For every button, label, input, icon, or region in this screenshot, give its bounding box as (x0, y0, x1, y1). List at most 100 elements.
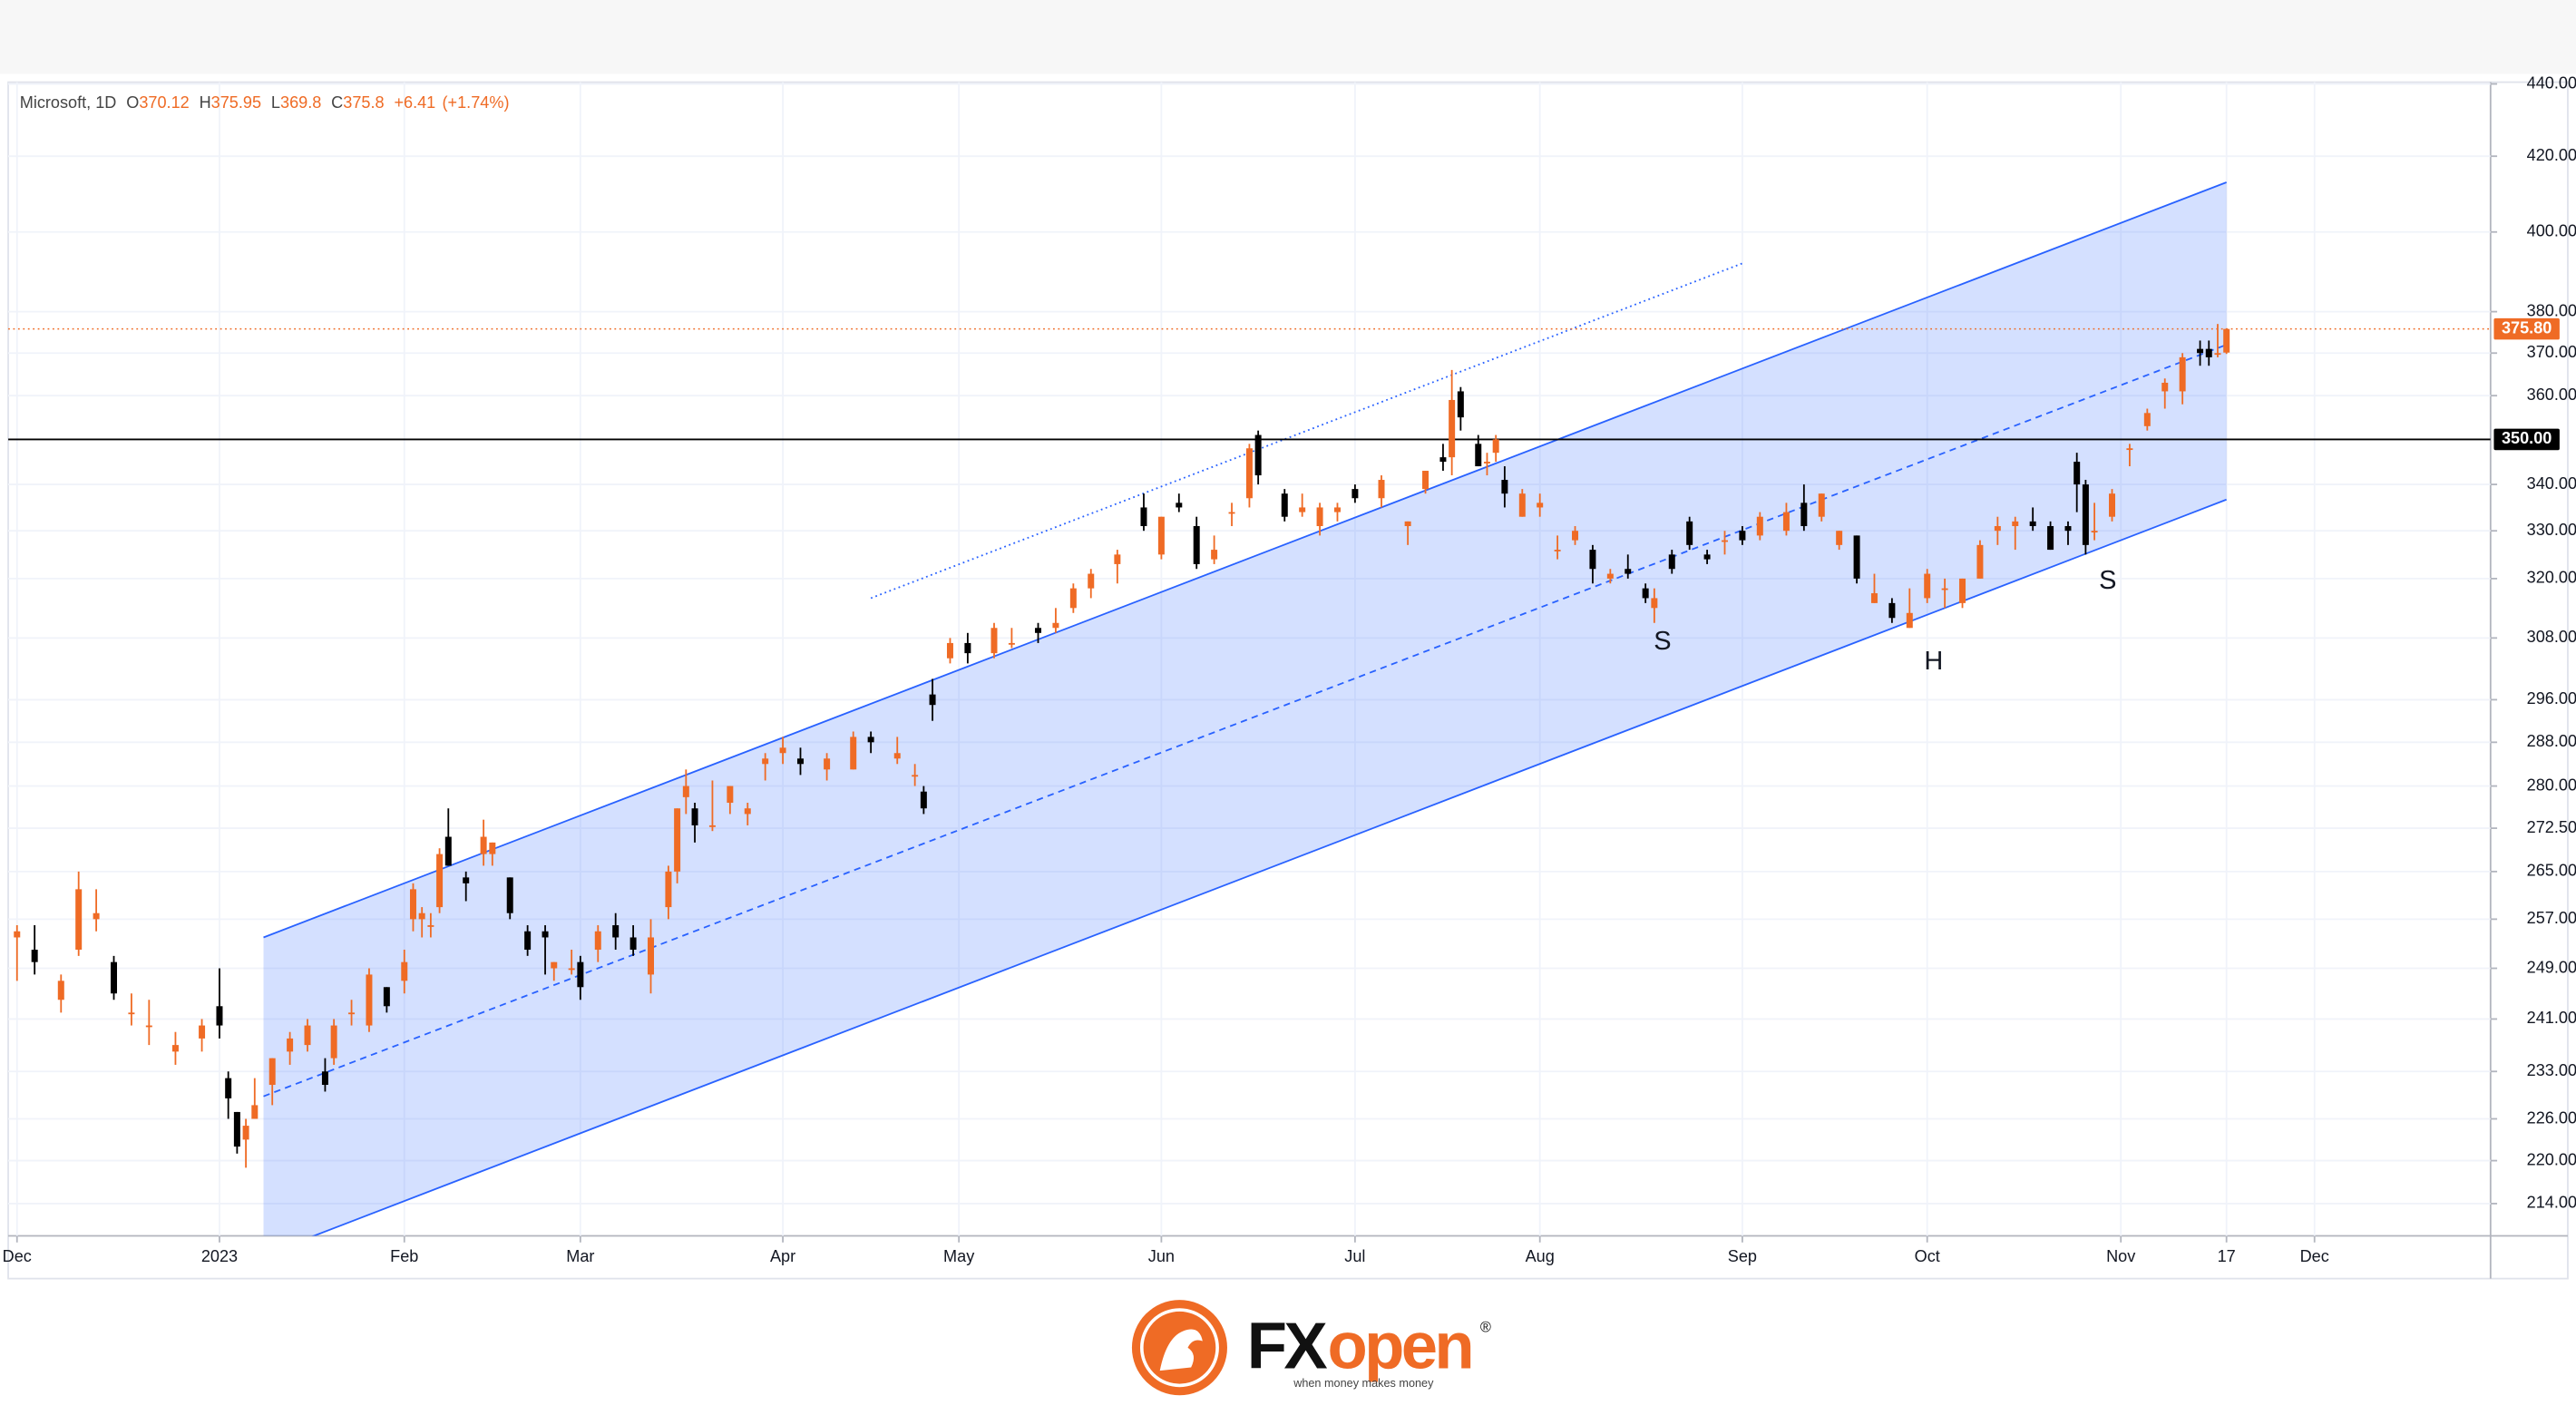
candles (14, 324, 2230, 1168)
x-tick-label: May (943, 1247, 975, 1265)
y-tick-label: 320.00 (2527, 569, 2576, 587)
candle-body (1818, 493, 1825, 517)
x-tick-label: Jul (1344, 1247, 1365, 1265)
candle-body (1281, 493, 1288, 517)
candle-body (1782, 512, 1790, 532)
y-tick-label: 272.50 (2527, 818, 2576, 836)
candle-body (1686, 521, 1693, 545)
y-tick-label: 220.00 (2527, 1150, 2576, 1168)
chart-frame (7, 81, 2569, 1280)
header-text: 375.95 (211, 93, 261, 112)
candle-body (727, 786, 734, 804)
candle-body (1722, 540, 1728, 542)
x-tick-label: Jun (1148, 1247, 1175, 1265)
candle-body (2073, 462, 2081, 485)
candle-body (893, 753, 901, 759)
x-tick-label: Dec (3, 1247, 32, 1265)
candle-body (444, 836, 452, 866)
candle-body (145, 1025, 152, 1028)
x-tick-label: 17 (2218, 1247, 2236, 1265)
header-text: 370.12 (139, 93, 189, 112)
candle-body (225, 1078, 232, 1098)
candle-body (287, 1038, 294, 1052)
candle-body (1537, 503, 1544, 508)
candle-body (216, 1006, 223, 1026)
y-tick-label: 340.00 (2527, 474, 2576, 493)
candle-body (199, 1025, 206, 1039)
candle-body (964, 642, 971, 654)
candle-body (409, 889, 416, 920)
candle-body (1069, 588, 1077, 609)
candle-body (31, 950, 38, 962)
candle-body (1668, 554, 1675, 570)
candle-body (1316, 507, 1323, 527)
y-tick-label: 420.00 (2527, 146, 2576, 164)
candle-body (1254, 434, 1262, 476)
header-text: Microsoft, 1D (20, 93, 117, 112)
channel-lower (311, 498, 2227, 1236)
candle-body (2109, 493, 2116, 517)
candle-body (1853, 535, 1860, 579)
header-text: 375.8 (343, 93, 384, 112)
candle-body (1589, 550, 1596, 570)
candle-body (691, 808, 698, 825)
price-label-box (2493, 317, 2560, 340)
candle-body (1836, 531, 1843, 545)
candle-body (850, 737, 857, 770)
candle-body (2161, 382, 2169, 392)
candle-body (1739, 531, 1746, 541)
y-tick-label: 280.00 (2527, 776, 2576, 794)
candle-body (929, 694, 936, 706)
candle-body (2091, 531, 2098, 533)
candle-body (321, 1071, 328, 1086)
price-label: 375.80 (2502, 318, 2552, 337)
y-tick-label: 249.00 (2527, 958, 2576, 976)
candle-body (920, 791, 927, 809)
price-label: 350.00 (2502, 429, 2552, 447)
candle-body (612, 925, 620, 938)
candle-body (2179, 356, 2186, 392)
candle-body (436, 854, 444, 908)
candle-body (946, 642, 953, 659)
candle-body (1114, 554, 1121, 564)
candle-body (1924, 573, 1931, 599)
channel-upper (263, 181, 2227, 939)
candle-body (1800, 503, 1808, 527)
candle-body (111, 961, 118, 994)
candle-body (463, 877, 470, 883)
candle-body (14, 931, 21, 938)
registered-mark: ® (1480, 1319, 1491, 1335)
candle-body (1941, 588, 1948, 590)
candle-body (2126, 448, 2133, 451)
candle-body (1157, 516, 1165, 555)
y-tick-label: 330.00 (2527, 521, 2576, 539)
candle-body (1449, 399, 1456, 458)
candle-body (1554, 550, 1561, 551)
x-tick-label: Mar (566, 1247, 594, 1265)
channel-median (263, 344, 2227, 1098)
axes: 214.00 220.00 226.00 233.00 241.00 249.00 257.… (3, 73, 2576, 1265)
pattern-label: S (1654, 627, 1671, 656)
candle-body (665, 871, 672, 908)
candle-body (427, 925, 434, 927)
x-tick-label: 2023 (201, 1247, 238, 1265)
candle-body (594, 931, 601, 951)
candle-body (648, 937, 655, 975)
top-band (0, 0, 2576, 74)
candle-body (824, 758, 831, 770)
candle-body (128, 1012, 135, 1015)
candle-body (330, 1025, 337, 1059)
x-tick-label: Oct (1915, 1247, 1940, 1265)
logo-emblem (1159, 1329, 1203, 1371)
y-tick-label: 257.00 (2527, 909, 2576, 927)
candle-body (542, 931, 549, 938)
pattern-label: H (1924, 647, 1943, 676)
header-text: H (200, 93, 211, 112)
candle-body (1959, 578, 1966, 603)
y-tick-label: 233.00 (2527, 1061, 2576, 1079)
x-tick-label: Aug (1526, 1247, 1555, 1265)
candle-body (480, 836, 487, 854)
candle-body (1651, 598, 1658, 609)
candle-body (744, 808, 751, 815)
